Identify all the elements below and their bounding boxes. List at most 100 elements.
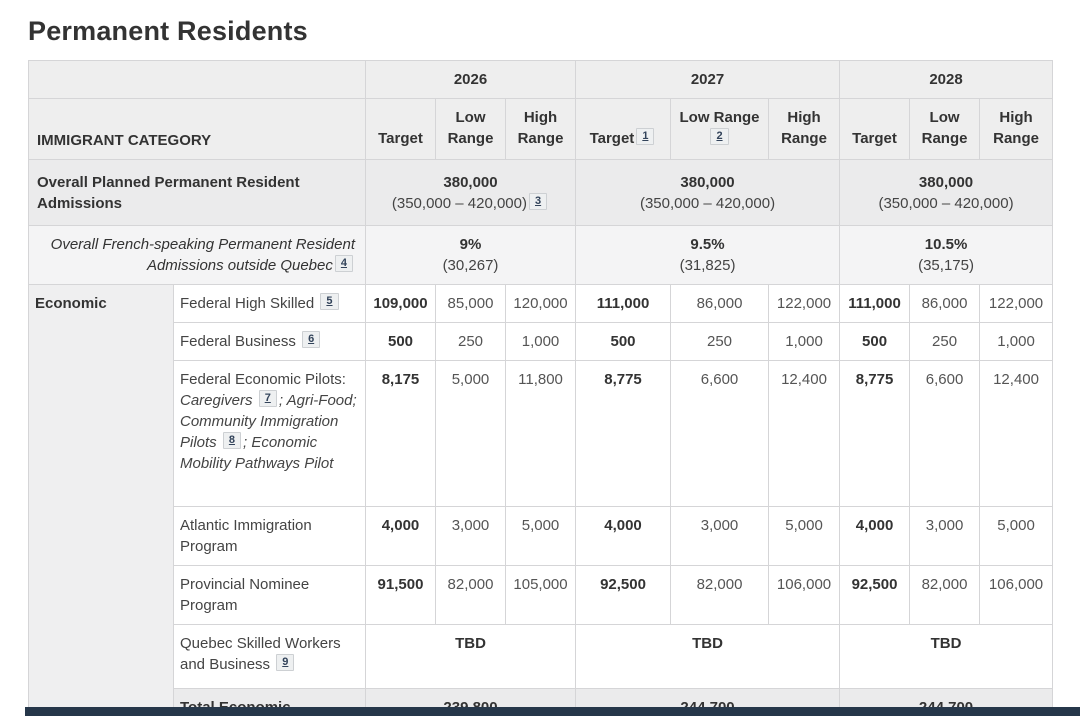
provincial-nominee-program-2026-low: 82,000	[435, 565, 506, 625]
federal-economic-pilots-2028-target: 8,775	[839, 360, 911, 507]
federal-business-2026-low: 250	[435, 322, 506, 361]
value-main: 9%	[459, 236, 482, 253]
col-header-2028-high-range: High Range	[979, 98, 1054, 160]
value-main: 380,000	[918, 173, 974, 191]
provincial-nominee-program-2026-target: 91,500	[365, 565, 436, 625]
col-header-2027-low-range: Low Range2	[670, 98, 770, 160]
footnote-link-6[interactable]: 6	[302, 331, 321, 348]
program-label-federal-business: Federal Business 6	[173, 322, 366, 361]
federal-high-skilled-2026-high: 120,000	[504, 284, 577, 323]
immigrant-category-header: IMMIGRANT CATEGORY	[28, 98, 366, 160]
federal-business-2028-target: 500	[839, 322, 911, 361]
value-range: (35,175)	[918, 257, 974, 274]
french-speaking-2026: 9% (30,267)	[364, 225, 577, 285]
col-header-2026-target: Target	[365, 98, 436, 160]
atlantic-immigration-program-2026-target: 4,000	[365, 506, 436, 566]
row-federal-economic-pilots: Federal Economic Pilots: Caregivers 7; A…	[29, 360, 1054, 507]
col-header-2028-low-range: Low Range	[909, 98, 981, 160]
value-range: (350,000 – 420,000)	[639, 194, 776, 212]
program-label-quebec-skilled-workers: Quebec Skilled Workers and Business 9	[173, 624, 366, 689]
table-header: 2026 2027 2028 IMMIGRANT CATEGORY Target Low …	[28, 60, 1054, 160]
col-header-2028-target: Target	[839, 98, 911, 160]
federal-economic-pilots-2028-low: 6,600	[909, 360, 981, 507]
col-header-2026-low-range: Low Range	[435, 98, 506, 160]
group-label-economic: Economic	[28, 284, 174, 716]
federal-business-2027-high: 1,000	[768, 322, 841, 361]
permanent-residents-table: 2026 2027 2028 IMMIGRANT CATEGORY Target Low …	[28, 60, 1054, 716]
quebec-skilled-workers-2028: TBD	[839, 624, 1054, 689]
program-label-federal-high-skilled: Federal High Skilled 5	[173, 284, 366, 323]
value-main: 380,000	[443, 173, 498, 191]
federal-economic-pilots-2027-high: 12,400	[768, 360, 841, 507]
federal-business-2026-high: 1,000	[504, 322, 577, 361]
value-range: (31,825)	[679, 257, 736, 274]
atlantic-immigration-program-2028-high: 5,000	[979, 506, 1054, 566]
value-range: (30,267)	[442, 257, 499, 274]
atlantic-immigration-program-2027-target: 4,000	[575, 506, 672, 566]
provincial-nominee-program-2026-high: 105,000	[504, 565, 577, 625]
footnote-link-7[interactable]: 7	[258, 390, 277, 407]
footnote-link-9[interactable]: 9	[276, 654, 295, 671]
column-header-row: IMMIGRANT CATEGORY Target Low Range High Ra…	[28, 98, 1054, 160]
bottom-divider-bar	[25, 707, 1080, 716]
year-header-2027: 2027	[575, 60, 841, 99]
federal-business-2028-low: 250	[909, 322, 981, 361]
footnote-link-5[interactable]: 5	[320, 293, 339, 310]
federal-high-skilled-2027-target: 111,000	[575, 284, 672, 323]
row-provincial-nominee-program: Provincial Nominee Program 91,500 82,000 10…	[29, 565, 1054, 625]
provincial-nominee-program-2027-low: 82,000	[670, 565, 770, 625]
col-header-2026-high-range: High Range	[504, 98, 577, 160]
col-header-2027-target: Target 1	[575, 98, 672, 160]
federal-economic-pilots-2026-target: 8,175	[365, 360, 436, 507]
row-quebec-skilled-workers: Quebec Skilled Workers and Business 9 TBD…	[29, 624, 1054, 689]
federal-high-skilled-2028-high: 122,000	[979, 284, 1054, 323]
page-title: Permanent Residents	[28, 16, 308, 46]
value-main: 9.5%	[690, 236, 725, 253]
federal-economic-pilots-2028-high: 12,400	[979, 360, 1054, 507]
year-header-2026: 2026	[364, 60, 577, 99]
program-label-federal-economic-pilots: Federal Economic Pilots: Caregivers 7; A…	[173, 360, 366, 507]
federal-economic-pilots-2026-high: 11,800	[504, 360, 577, 507]
year-header-2028: 2028	[839, 60, 1054, 99]
federal-business-2027-target: 500	[575, 322, 672, 361]
provincial-nominee-program-2028-high: 106,000	[979, 565, 1054, 625]
federal-economic-pilots-2027-target: 8,775	[575, 360, 672, 507]
overall-admissions-2027: 380,000 (350,000 – 420,000)	[575, 159, 841, 226]
footnote-link-8[interactable]: 8	[222, 432, 241, 449]
federal-high-skilled-2027-low: 86,000	[670, 284, 770, 323]
footnote-link-2[interactable]: 2	[710, 128, 729, 145]
value-main: 10.5%	[924, 236, 968, 253]
row-federal-business: Federal Business 6 500 250 1,000 500 250 1,000…	[29, 322, 1054, 361]
federal-high-skilled-2026-low: 85,000	[435, 284, 506, 323]
atlantic-immigration-program-2027-low: 3,000	[670, 506, 770, 566]
year-header-row: 2026 2027 2028	[28, 60, 1054, 99]
row-label-french-speaking: Overall French-speaking Permanent Reside…	[28, 225, 366, 285]
quebec-skilled-workers-2026: TBD	[364, 624, 577, 689]
col-header-2027-high-range: High Range	[768, 98, 841, 160]
provincial-nominee-program-2028-low: 82,000	[909, 565, 981, 625]
footnote-link-1[interactable]: 1	[636, 128, 655, 145]
french-speaking-2028: 10.5% (35,175)	[839, 225, 1054, 285]
row-label-overall-admissions: Overall Planned Permanent Resident Admis…	[28, 159, 366, 226]
program-label-provincial-nominee-program: Provincial Nominee Program	[173, 565, 366, 625]
provincial-nominee-program-2028-target: 92,500	[839, 565, 911, 625]
federal-high-skilled-2028-target: 111,000	[839, 284, 911, 323]
overall-admissions-2026: 380,000 (350,000 – 420,000) 3	[364, 159, 577, 226]
atlantic-immigration-program-2028-low: 3,000	[909, 506, 981, 566]
value-range: (350,000 – 420,000) 3	[372, 192, 569, 214]
table-body: Overall Planned Permanent Resident Admis…	[28, 159, 1054, 716]
row-federal-high-skilled: Economic Federal High Skilled 5 109,000 85,…	[28, 284, 1054, 716]
overall-admissions-2028: 380,000 (350,000 – 420,000)	[839, 159, 1054, 226]
atlantic-immigration-program-2026-high: 5,000	[504, 506, 577, 566]
french-speaking-2027: 9.5% (31,825)	[575, 225, 841, 285]
federal-economic-pilots-2026-low: 5,000	[435, 360, 506, 507]
footnote-link-4[interactable]: 4	[334, 255, 353, 272]
footnote-link-3[interactable]: 3	[529, 192, 548, 210]
federal-high-skilled-2028-low: 86,000	[909, 284, 981, 323]
row-overall-admissions: Overall Planned Permanent Resident Admis…	[28, 159, 1054, 226]
federal-high-skilled-2026-target: 109,000	[365, 284, 436, 323]
program-label-atlantic-immigration-program: Atlantic Immigration Program	[173, 506, 366, 566]
atlantic-immigration-program-2028-target: 4,000	[839, 506, 911, 566]
federal-business-2028-high: 1,000	[979, 322, 1054, 361]
